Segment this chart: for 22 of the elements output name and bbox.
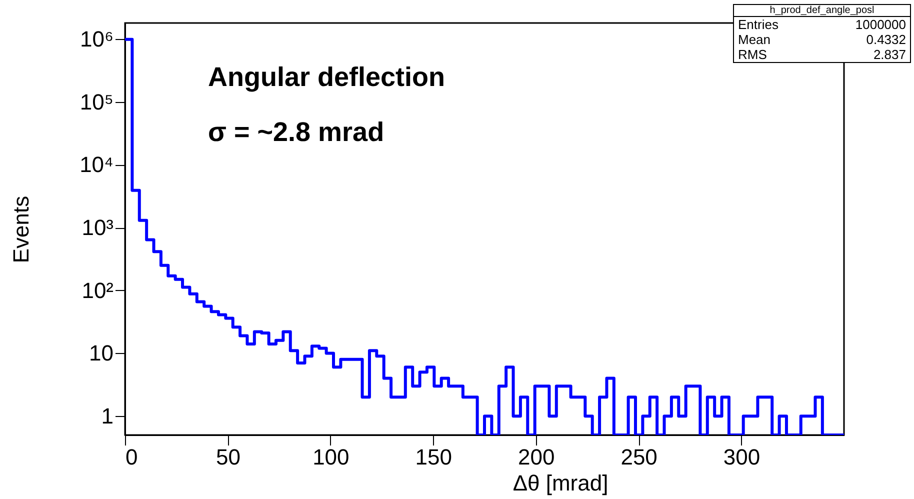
- y-tick-label: 10³: [82, 215, 114, 240]
- x-tick-label: 0: [126, 444, 138, 470]
- y-tick-label: 10⁴: [80, 152, 114, 178]
- x-tick-label: 100: [312, 444, 350, 470]
- y-axis-title: Events: [8, 196, 34, 264]
- x-tick-label: 50: [216, 444, 240, 470]
- text: Mean 0.4332: [738, 32, 906, 47]
- x-tick-label: 200: [518, 444, 555, 470]
- text: Entries 1000000: [738, 17, 906, 32]
- text: h_prod_def_angle_posl: [734, 5, 910, 17]
- text: RMS 2.837: [738, 47, 906, 62]
- annotation: Angular deflection: [208, 62, 446, 93]
- annotation: σ = ~2.8 mrad: [208, 117, 384, 148]
- x-tick-label: 250: [620, 444, 658, 470]
- y-tick-label: 1: [101, 404, 114, 429]
- y-tick-label: 10⁵: [80, 89, 114, 114]
- y-tick-label: 10: [89, 340, 114, 366]
- x-tick-label: 300: [723, 444, 760, 470]
- y-tick-label: 10²: [82, 278, 114, 303]
- x-axis-title: Δθ [mrad]: [512, 470, 608, 496]
- y-tick-label: 10⁶: [80, 26, 114, 52]
- x-tick-label: 150: [415, 444, 452, 470]
